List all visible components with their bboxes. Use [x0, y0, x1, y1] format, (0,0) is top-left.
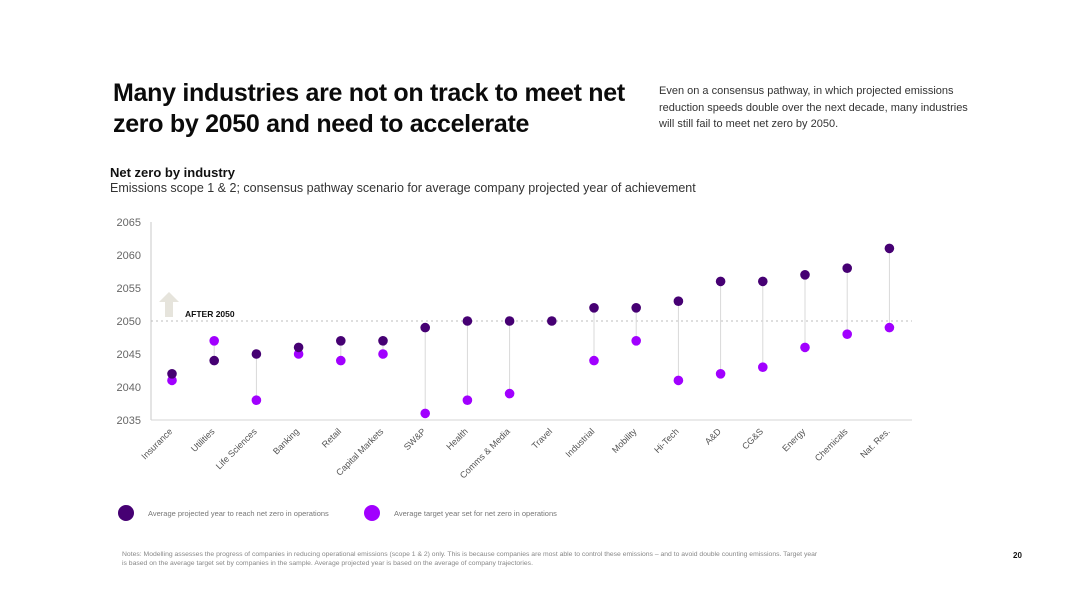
y-tick-label: 2060 [117, 250, 141, 262]
net-zero-chart: 2035 2040 2045 2050 2055 2060 2065 AFTER 2050 In… [117, 217, 912, 480]
point-projected [842, 263, 852, 274]
y-tick-label: 2065 [117, 217, 141, 229]
point-target [167, 375, 177, 386]
y-tick-label: 2055 [117, 283, 141, 295]
y-tick-label: 2045 [117, 349, 141, 361]
point-projected [167, 369, 177, 379]
point-projected [293, 342, 304, 353]
page-number: 20 [1013, 551, 1022, 560]
point-projected [589, 303, 599, 313]
y-tick-label: 2035 [117, 415, 141, 427]
y-tick-label: 2040 [117, 382, 141, 394]
legend-label-target: Average target year set for net zero in … [394, 508, 557, 518]
point-projected [420, 322, 431, 333]
point-target [884, 322, 895, 333]
point-target [209, 336, 219, 346]
point-target [631, 336, 641, 346]
point-target [378, 349, 388, 359]
point-projected [800, 270, 810, 280]
point-projected [336, 336, 346, 346]
point-projected [462, 316, 473, 326]
x-tick-label: A&D [703, 426, 724, 447]
page-title: Many industries are not on track to meet… [113, 79, 625, 138]
point-projected [547, 316, 557, 326]
x-tick-label: Mobility [610, 426, 639, 455]
reference-line-label: AFTER 2050 [185, 309, 235, 319]
point-target [420, 408, 431, 419]
legend-label-projected: Average projected year to reach net zero… [148, 508, 329, 518]
x-tick-label: Travel [530, 426, 555, 451]
y-tick-label: 2050 [117, 316, 141, 328]
up-arrow-icon [159, 292, 179, 317]
point-projected [251, 349, 262, 359]
point-target [251, 395, 262, 406]
x-tick-label: Hi-Tech [652, 426, 681, 455]
point-projected [631, 303, 641, 313]
x-tick-label: Chemicals [813, 426, 850, 463]
x-tick-label: Industrial [564, 426, 597, 459]
x-tick-label: CG&S [740, 426, 765, 451]
point-target [504, 388, 515, 399]
point-target [462, 395, 473, 406]
point-projected [378, 336, 388, 346]
point-target [673, 375, 684, 386]
chart-subtitle: Emissions scope 1 & 2; consensus pathway… [110, 181, 696, 195]
point-projected [673, 296, 684, 307]
point-projected [209, 355, 219, 366]
x-tick-label: Retail [320, 426, 343, 449]
point-projected [504, 316, 515, 326]
x-tick-label: SW&P [402, 426, 428, 452]
x-tick-label: Life Sciences [214, 426, 259, 471]
point-projected [715, 276, 726, 287]
x-tick-label: Energy [780, 426, 808, 454]
point-projected [884, 243, 895, 254]
legend-item-projected: Average projected year to reach net zero… [118, 505, 329, 521]
x-tick-label: Health [444, 426, 469, 451]
point-target [715, 369, 726, 379]
legend-dot-projected [118, 505, 134, 521]
point-target [589, 355, 599, 366]
point-projected [758, 276, 768, 287]
legend-dot-target [364, 505, 380, 521]
footnote: Notes: Modelling assesses the progress o… [122, 551, 818, 567]
x-tick-label: Insurance [139, 426, 174, 461]
x-tick-label: Nat. Res. [858, 426, 892, 460]
chart-title: Net zero by industry [110, 165, 235, 180]
point-target [758, 362, 768, 373]
point-target [800, 342, 810, 353]
point-target [842, 329, 852, 340]
point-target [293, 349, 304, 359]
x-tick-label: Banking [271, 426, 301, 456]
legend-item-target: Average target year set for net zero in … [364, 505, 557, 521]
intro-text: Even on a consensus pathway, in which pr… [659, 85, 968, 130]
point-target [336, 355, 346, 366]
x-tick-label: Utilities [189, 426, 217, 454]
